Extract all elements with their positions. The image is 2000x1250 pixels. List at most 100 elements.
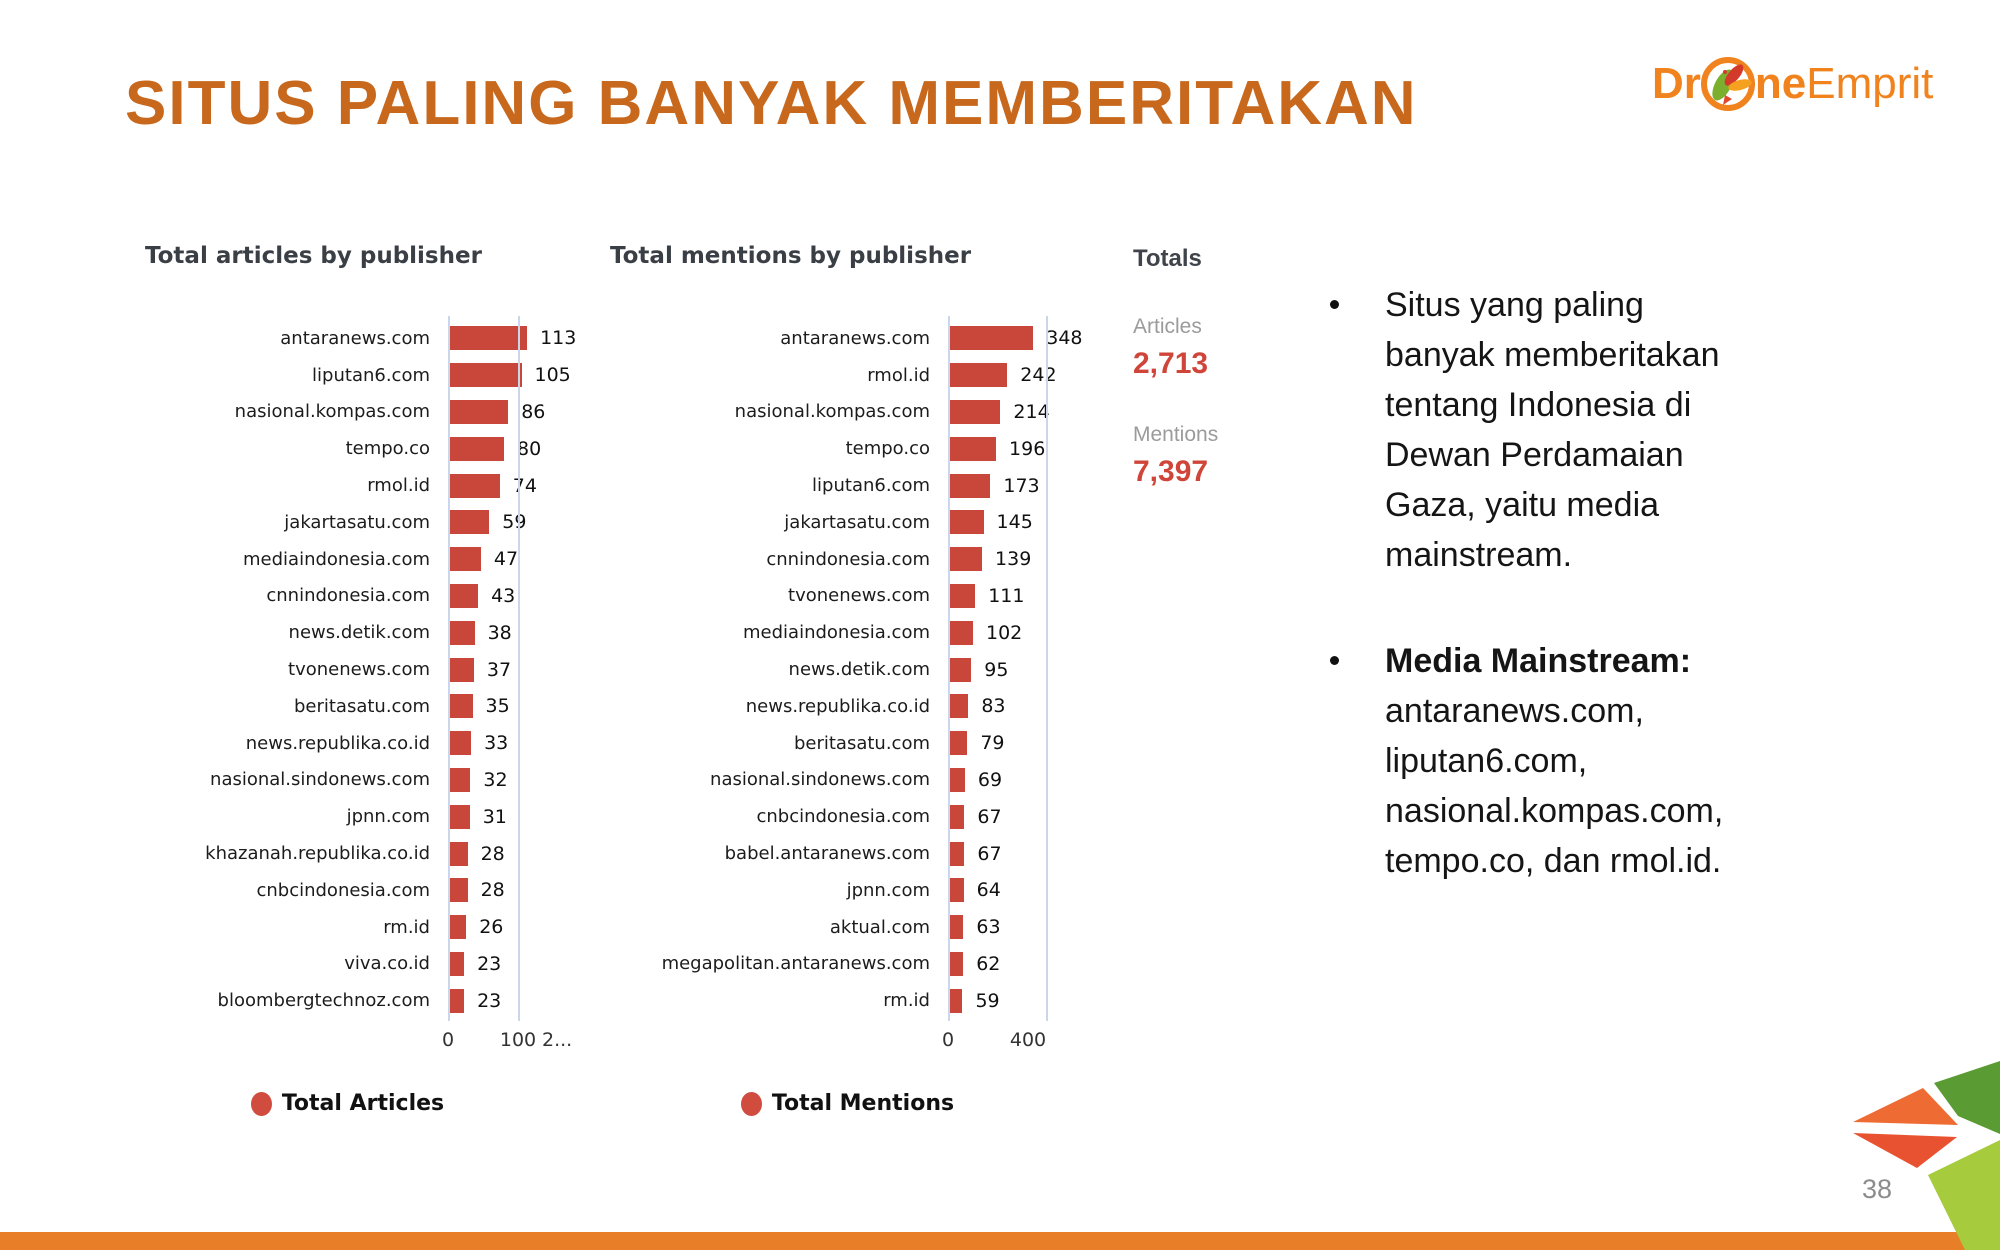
axis-tick-label: 400 — [1009, 1029, 1047, 1052]
bar — [948, 988, 963, 1013]
legend: Total Mentions — [610, 1091, 1085, 1116]
chart-row: jakartasatu.com 59 — [110, 504, 600, 541]
chart-row: cnnindonesia.com 139 — [610, 541, 1100, 578]
chart-row: beritasatu.com 35 — [110, 688, 600, 725]
bar — [948, 915, 964, 940]
value-label: 33 — [484, 732, 509, 755]
value-label: 67 — [977, 805, 1002, 828]
chart-row: jakartasatu.com 145 — [610, 504, 1100, 541]
logo-text-dr: Dr — [1652, 59, 1701, 108]
category-label: bloombergtechnoz.com — [217, 990, 430, 1012]
bar — [448, 363, 522, 388]
mentions-total-label: Mentions — [1133, 423, 1219, 446]
chart-row: antaranews.com 348 — [610, 320, 1100, 357]
category-label: khazanah.republika.co.id — [205, 843, 430, 865]
category-label: beritasatu.com — [293, 695, 430, 717]
bar — [448, 694, 473, 719]
note-text: Situs yang paling banyak memberitakan te… — [1385, 286, 1720, 574]
value-label: 35 — [485, 695, 510, 718]
logo-text-emprit: Emprit — [1806, 59, 1934, 108]
bar — [448, 436, 504, 461]
page-title: SITUS PALING BANYAK MEMBERITAKAN — [125, 69, 1418, 138]
value-label: 59 — [975, 989, 1000, 1012]
category-label: rm.id — [383, 916, 430, 938]
bar — [948, 473, 991, 498]
category-label: nasional.kompas.com — [234, 401, 430, 423]
bar — [448, 399, 509, 424]
category-label: liputan6.com — [312, 364, 430, 386]
value-label: 23 — [477, 952, 502, 975]
category-label: antaranews.com — [280, 327, 430, 349]
x-axis: 0 100 2... — [110, 1029, 600, 1057]
note-rest: antaranews.com, liputan6.com, nasional.k… — [1385, 692, 1724, 880]
value-label: 86 — [521, 400, 546, 423]
bar — [448, 583, 479, 608]
bar — [448, 731, 472, 756]
chart-row: mediaindonesia.com 102 — [610, 614, 1100, 651]
bar — [948, 399, 1001, 424]
bar — [448, 915, 467, 940]
category-label: news.republika.co.id — [245, 732, 430, 754]
bar — [448, 878, 468, 903]
category-label: viva.co.id — [344, 953, 430, 975]
chart-row: antaranews.com 113 — [110, 320, 600, 357]
value-label: 214 — [1013, 400, 1050, 423]
category-label: tvonenews.com — [288, 659, 430, 681]
chart-row: jpnn.com 64 — [610, 872, 1100, 909]
bar — [948, 694, 969, 719]
bar — [448, 473, 500, 498]
chart-row: megapolitan.antaranews.com 62 — [610, 946, 1100, 983]
category-label: megapolitan.antaranews.com — [661, 953, 930, 975]
axis-tick-label: 0 — [441, 1029, 455, 1052]
value-label: 63 — [976, 916, 1001, 939]
value-label: 111 — [988, 584, 1025, 607]
value-label: 79 — [980, 732, 1005, 755]
bar — [948, 878, 964, 903]
bar — [448, 841, 468, 866]
value-label: 37 — [486, 658, 512, 681]
chart-row: rm.id 26 — [110, 909, 600, 946]
page-number: 38 — [1862, 1174, 1893, 1204]
legend-label: Total Mentions — [771, 1091, 955, 1117]
notes-list: Situs yang paling banyak memberitakan te… — [1318, 280, 1778, 886]
value-label: 242 — [1020, 364, 1057, 387]
legend-label: Total Articles — [281, 1091, 445, 1117]
value-label: 196 — [1009, 437, 1046, 460]
category-label: cnnindonesia.com — [266, 585, 430, 607]
category-label: mediaindonesia.com — [743, 622, 930, 644]
bar — [948, 326, 1034, 351]
category-label: tvonenews.com — [788, 585, 930, 607]
chart-row: babel.antaranews.com 67 — [610, 835, 1100, 872]
category-label: jpnn.com — [846, 879, 930, 901]
chart-row: rmol.id 74 — [110, 467, 600, 504]
chart-row: rmol.id 242 — [610, 357, 1100, 394]
category-label: cnbcindonesia.com — [756, 806, 930, 828]
axis-tick-label: 0 — [941, 1029, 955, 1052]
value-label: 348 — [1046, 327, 1083, 350]
axis-tick-label: 2... — [542, 1029, 573, 1052]
value-label: 64 — [976, 879, 1001, 902]
bar — [448, 620, 475, 645]
category-label: jakartasatu.com — [784, 511, 930, 533]
x-axis: 0 400 — [610, 1029, 1100, 1057]
bar — [948, 547, 983, 572]
chart-row: tempo.co 196 — [610, 430, 1100, 467]
value-label: 31 — [482, 805, 507, 828]
category-label: nasional.sindonews.com — [710, 769, 930, 791]
gridline — [1046, 316, 1048, 1021]
gridline — [448, 316, 450, 1021]
value-label: 74 — [512, 474, 537, 497]
chart-plot-area: antaranews.com 348 rmol.id 242 nasional.komp… — [610, 316, 1100, 1021]
chart-row: cnbcindonesia.com 67 — [610, 798, 1100, 835]
category-label: jakartasatu.com — [284, 511, 430, 533]
bullet-icon — [1330, 300, 1339, 309]
articles-total-label: Articles — [1133, 315, 1202, 338]
category-label: jpnn.com — [346, 806, 430, 828]
value-label: 67 — [977, 842, 1002, 865]
footer-accent-bar — [0, 1232, 2000, 1250]
logo-text-ne: ne — [1754, 59, 1807, 108]
chart-row: khazanah.republika.co.id 28 — [110, 835, 600, 872]
bar — [448, 326, 528, 351]
note-text: Media Mainstream: antaranews.com, liputa… — [1385, 636, 1753, 886]
bar — [448, 657, 474, 682]
